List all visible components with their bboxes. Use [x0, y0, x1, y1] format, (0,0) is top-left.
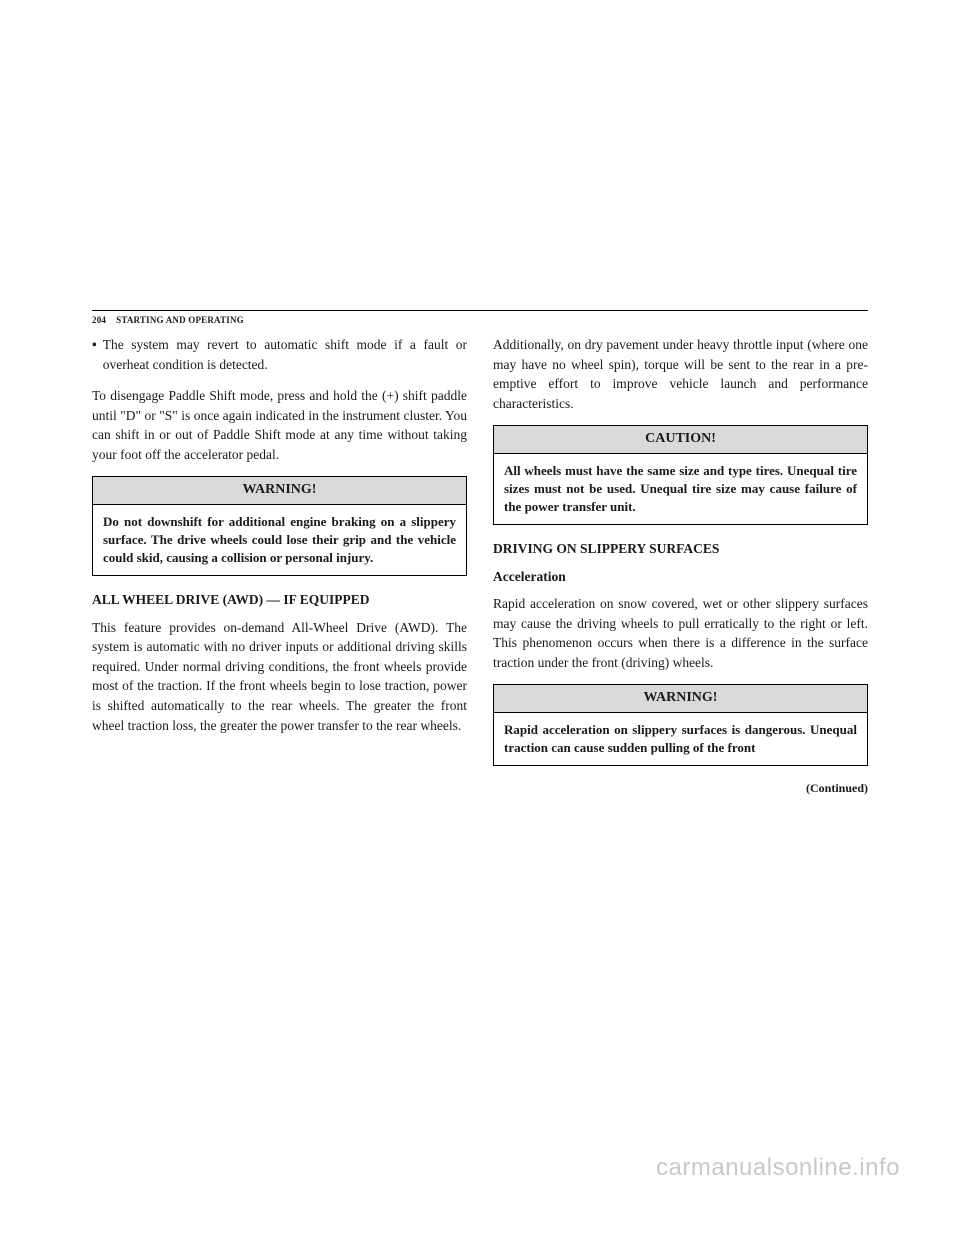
caution-body: All wheels must have the same size and t… — [494, 454, 867, 525]
warning-box-2: WARNING! Rapid acceleration on slippery … — [493, 684, 868, 766]
paragraph: Rapid acceleration on snow covered, wet … — [493, 594, 868, 672]
caution-heading: CAUTION! — [494, 426, 867, 453]
page-header: 204 STARTING AND OPERATING — [92, 315, 868, 325]
header-rule — [92, 310, 868, 311]
right-column: Additionally, on dry pavement under heav… — [493, 335, 868, 798]
awd-heading: ALL WHEEL DRIVE (AWD) — IF EQUIPPED — [92, 590, 467, 610]
bullet-marker: • — [92, 335, 97, 374]
bullet-text: The system may revert to automatic shift… — [103, 335, 467, 374]
paragraph: Additionally, on dry pavement under heav… — [493, 335, 868, 413]
left-column: • The system may revert to automatic shi… — [92, 335, 467, 798]
two-column-layout: • The system may revert to automatic shi… — [92, 335, 868, 798]
acceleration-heading: Acceleration — [493, 567, 868, 587]
bullet-item: • The system may revert to automatic shi… — [92, 335, 467, 374]
warning-body: Do not downshift for additional engine b… — [93, 505, 466, 576]
paragraph: This feature provides on-demand All-Whee… — [92, 618, 467, 735]
slippery-heading: DRIVING ON SLIPPERY SURFACES — [493, 539, 868, 559]
section-title: STARTING AND OPERATING — [116, 315, 244, 325]
manual-page: 204 STARTING AND OPERATING • The system … — [0, 0, 960, 798]
warning-heading: WARNING! — [93, 477, 466, 504]
continued-label: (Continued) — [493, 780, 868, 797]
warning-box: WARNING! Do not downshift for additional… — [92, 476, 467, 576]
paragraph: To disengage Paddle Shift mode, press an… — [92, 386, 467, 464]
warning-heading-2: WARNING! — [494, 685, 867, 712]
page-number: 204 — [92, 315, 106, 325]
watermark: carmanualsonline.info — [656, 1154, 900, 1182]
warning-body-2: Rapid acceleration on slippery surfaces … — [494, 713, 867, 765]
caution-box: CAUTION! All wheels must have the same s… — [493, 425, 868, 525]
